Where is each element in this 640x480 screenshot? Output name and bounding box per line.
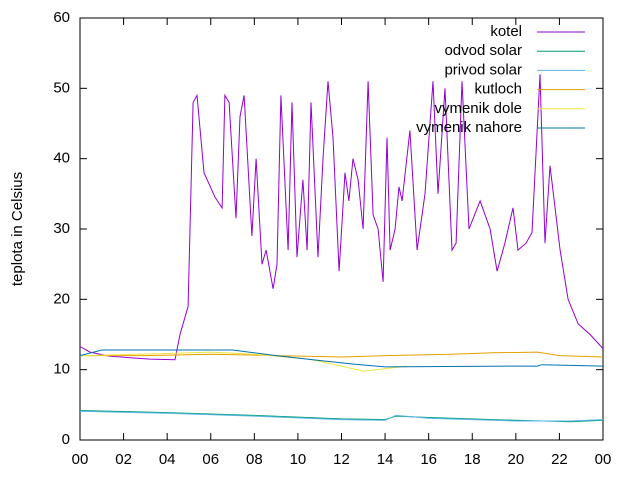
x-tick-label: 12 <box>333 451 350 468</box>
x-tick-label: 00 <box>72 451 89 468</box>
series-line <box>79 410 604 422</box>
legend-label: privod solar <box>444 61 522 78</box>
y-tick-label: 30 <box>53 220 70 237</box>
y-tick-label: 10 <box>53 361 70 378</box>
x-tick-label: 14 <box>377 451 394 468</box>
x-tick-label: 18 <box>464 451 481 468</box>
x-tick-label: 02 <box>115 451 132 468</box>
legend-label: odvod solar <box>444 42 522 59</box>
x-tick-label: 00 <box>595 451 612 468</box>
y-axis-label: teplota in Celsius <box>9 172 26 286</box>
legend-label: vymenik dole <box>434 100 522 117</box>
x-tick-label: 20 <box>507 451 524 468</box>
x-tick-label: 04 <box>159 451 176 468</box>
legend-label: kutloch <box>474 81 522 98</box>
y-tick-label: 60 <box>53 9 70 26</box>
y-tick-label: 20 <box>53 290 70 307</box>
x-tick-label: 08 <box>246 451 263 468</box>
y-tick-label: 50 <box>53 79 70 96</box>
plot-border <box>79 17 604 441</box>
y-tick-label: 40 <box>53 150 70 167</box>
series-line <box>79 349 604 368</box>
y-tick-label: 0 <box>62 431 70 448</box>
series-line <box>80 351 604 358</box>
x-tick-label: 10 <box>290 451 307 468</box>
series-line <box>79 74 604 361</box>
legend-label: kotel <box>490 23 522 40</box>
x-tick-label: 22 <box>551 451 568 468</box>
legend-label: vymenik nahore <box>416 119 522 136</box>
x-tick-label: 06 <box>202 451 219 468</box>
x-tick-label: 16 <box>420 451 437 468</box>
